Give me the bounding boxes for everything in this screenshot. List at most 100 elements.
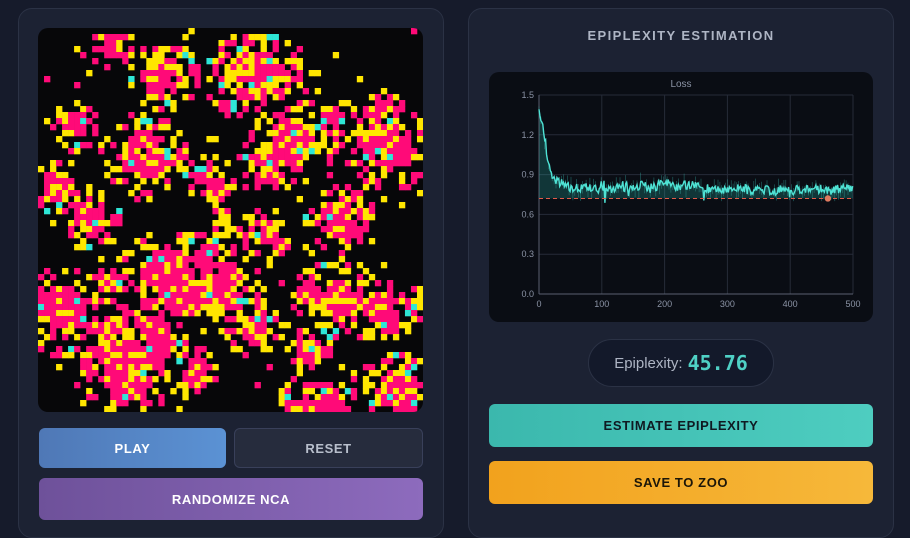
grid-cell: [236, 70, 243, 77]
grid-cell: [404, 148, 412, 155]
grid-cell: [308, 280, 316, 287]
grid-cell: [50, 292, 57, 299]
grid-cell: [398, 154, 406, 161]
grid-cell: [332, 310, 340, 317]
grid-cell: [248, 340, 255, 347]
grid-cell: [380, 196, 388, 203]
grid-cell: [260, 40, 267, 47]
grid-cell: [302, 400, 310, 407]
grid-cell: [68, 328, 75, 335]
grid-cell: [260, 88, 267, 95]
grid-cell: [380, 364, 388, 371]
grid-cell: [218, 220, 225, 227]
grid-cell: [158, 52, 165, 59]
grid-cell: [362, 178, 370, 185]
grid-cell: [158, 400, 165, 407]
grid-cell: [110, 268, 117, 275]
grid-cell: [266, 82, 273, 89]
grid-cell: [254, 208, 261, 215]
save-to-zoo-button[interactable]: SAVE TO ZOO: [489, 461, 873, 504]
grid-cell: [296, 124, 303, 131]
grid-cell: [38, 316, 45, 323]
grid-cell: [308, 292, 316, 299]
grid-cell: [152, 136, 159, 143]
reset-button[interactable]: RESET: [234, 428, 423, 468]
grid-cell: [110, 346, 117, 353]
play-button[interactable]: PLAY: [39, 428, 226, 468]
grid-cell: [176, 268, 183, 275]
grid-cell: [134, 238, 141, 245]
grid-cell: [386, 280, 394, 287]
grid-cell: [44, 190, 51, 197]
grid-cell: [386, 352, 394, 359]
grid-cell: [260, 304, 267, 311]
grid-cell: [284, 118, 291, 125]
grid-cell: [128, 280, 135, 287]
grid-cell: [302, 292, 310, 299]
grid-cell: [380, 142, 388, 149]
grid-cell: [152, 82, 159, 89]
grid-cell: [224, 316, 231, 323]
grid-cell: [104, 406, 111, 412]
grid-cell: [50, 286, 57, 293]
grid-cell: [200, 358, 207, 365]
grid-cell: [314, 214, 322, 221]
grid-cell: [398, 394, 406, 401]
grid-cell: [182, 298, 189, 305]
grid-cell: [260, 346, 267, 353]
grid-cell: [146, 262, 153, 269]
grid-cell: [350, 316, 358, 323]
grid-cell: [260, 142, 267, 149]
grid-cell: [320, 382, 328, 389]
grid-cell: [344, 298, 352, 305]
grid-cell: [386, 382, 394, 389]
grid-cell: [410, 298, 418, 305]
grid-cell: [338, 364, 346, 371]
grid-cell: [134, 160, 141, 167]
grid-cell: [50, 328, 57, 335]
grid-cell: [92, 130, 99, 137]
grid-cell: [98, 196, 105, 203]
grid-cell: [350, 196, 358, 203]
grid-cell: [230, 298, 237, 305]
grid-cell: [170, 70, 177, 77]
grid-cell: [80, 316, 87, 323]
grid-cell: [272, 220, 279, 227]
grid-cell: [260, 94, 267, 101]
grid-cell: [146, 58, 153, 65]
nca-grid-canvas[interactable]: [38, 28, 423, 412]
grid-cell: [122, 322, 129, 329]
grid-cell: [398, 124, 406, 131]
grid-cell: [104, 34, 111, 41]
estimate-epiplexity-button[interactable]: ESTIMATE EPIPLEXITY: [489, 404, 873, 447]
randomize-nca-button[interactable]: RANDOMIZE NCA: [39, 478, 423, 520]
grid-cell: [236, 274, 243, 281]
grid-cell: [296, 274, 303, 281]
x-tick-label: 200: [657, 299, 672, 309]
grid-cell: [116, 178, 123, 185]
grid-cell: [404, 382, 412, 389]
grid-cell: [242, 184, 249, 191]
grid-cell: [248, 322, 255, 329]
grid-cell: [332, 292, 340, 299]
grid-cell: [254, 334, 261, 341]
grid-cell: [98, 322, 105, 329]
grid-cell: [260, 52, 267, 59]
grid-cell: [338, 226, 346, 233]
grid-cell: [344, 208, 352, 215]
y-tick-label: 0.9: [521, 170, 534, 180]
grid-cell: [314, 352, 322, 359]
grid-cell: [188, 172, 195, 179]
grid-cell: [74, 130, 81, 137]
grid-cell: [80, 244, 87, 251]
grid-cell: [116, 304, 123, 311]
grid-cell: [134, 346, 141, 353]
grid-cell: [218, 274, 225, 281]
grid-cell: [152, 280, 159, 287]
grid-cell: [140, 316, 147, 323]
grid-cell: [80, 52, 87, 59]
grid-cell: [398, 142, 406, 149]
grid-cell: [242, 76, 249, 83]
grid-cell: [290, 178, 297, 185]
grid-cell: [386, 376, 394, 383]
